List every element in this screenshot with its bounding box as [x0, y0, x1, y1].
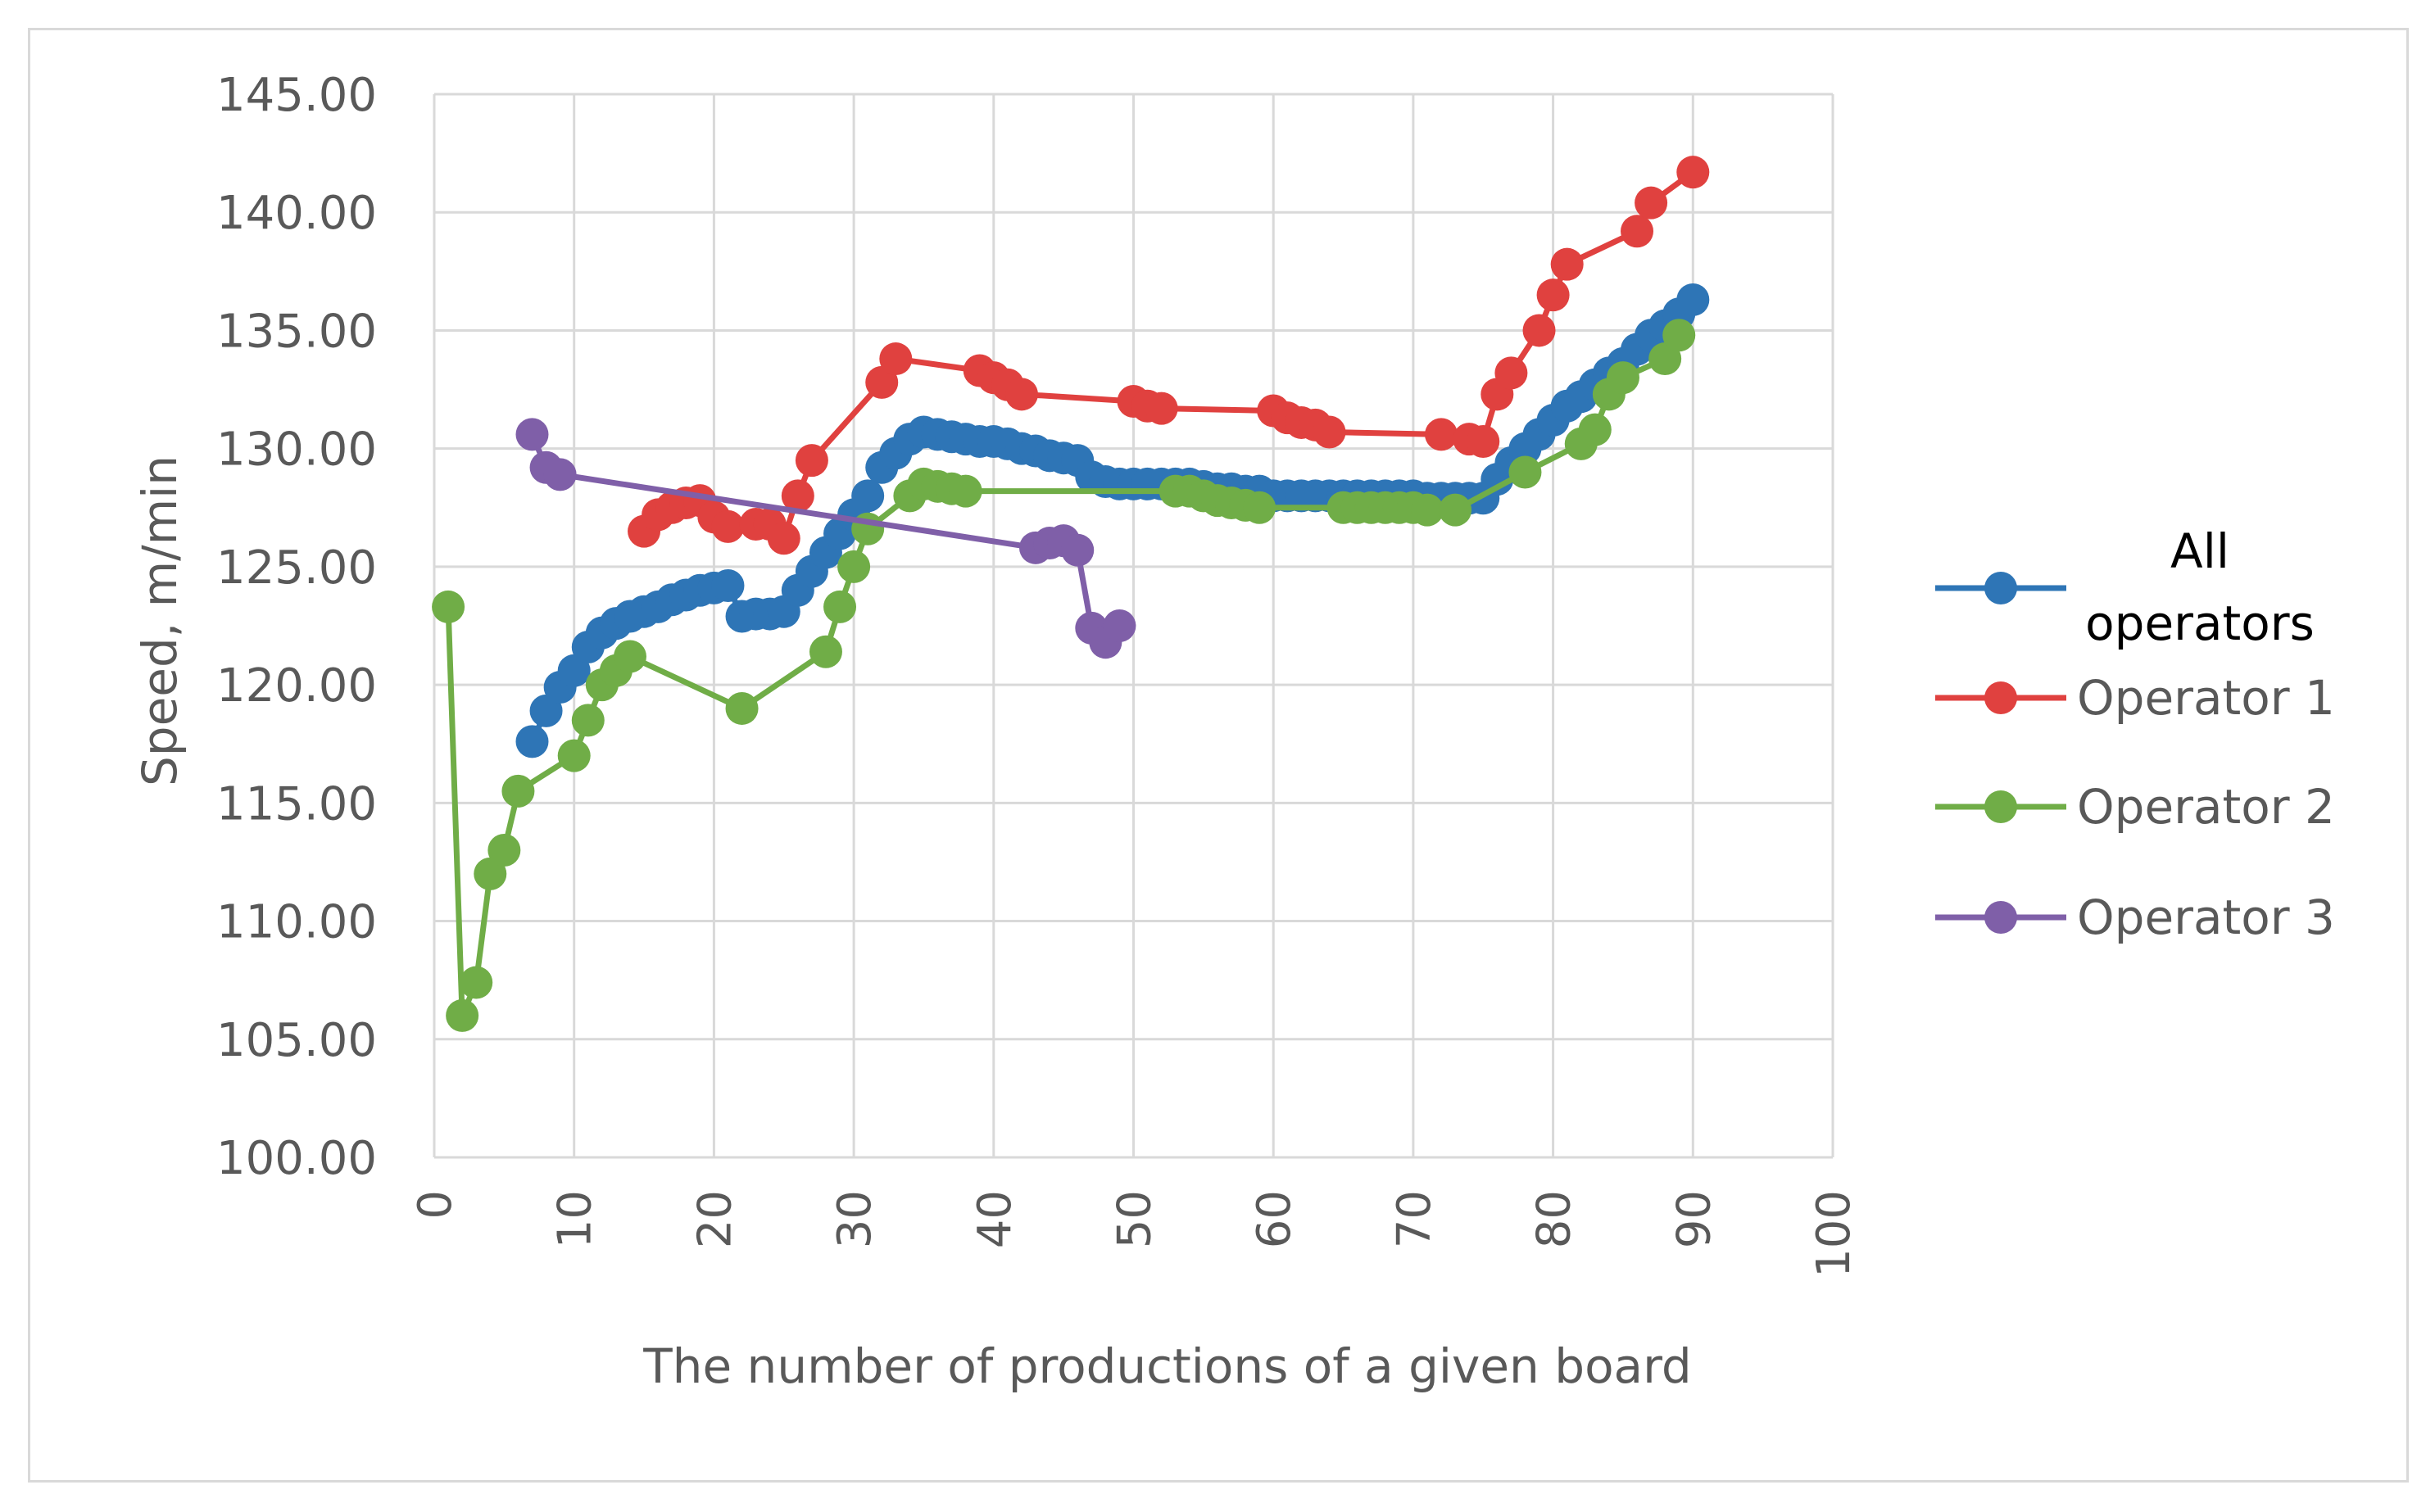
data-point: [1145, 392, 1178, 425]
data-point: [823, 590, 857, 623]
data-point: [1508, 455, 1542, 489]
data-point: [711, 509, 745, 543]
data-point: [446, 998, 479, 1032]
data-point: [1536, 278, 1570, 312]
data-point: [1467, 425, 1500, 459]
x-tick-label: 40: [968, 1190, 1022, 1248]
x-tick-label: 70: [1388, 1190, 1441, 1248]
y-tick-label: 135.00: [216, 305, 377, 358]
y-tick-label: 110.00: [216, 896, 377, 949]
series-3: [515, 418, 1136, 659]
data-point: [851, 479, 885, 513]
tick-labels: 100.00 105.00 110.00 115.00 120.00 125.00 130.…: [216, 69, 1861, 1278]
data-point: [1410, 493, 1444, 527]
data-point: [949, 474, 982, 508]
data-point: [571, 704, 605, 737]
data-point: [1621, 215, 1654, 248]
y-tick-label: 145.00: [216, 69, 377, 122]
data-point: [837, 550, 871, 583]
x-tick-label: 20: [688, 1190, 741, 1248]
data-point: [1606, 361, 1639, 395]
x-tick-label: 0: [409, 1190, 462, 1220]
legend-label: All: [2170, 523, 2229, 579]
data-point: [1522, 314, 1556, 347]
data-point: [781, 479, 814, 513]
series-1: [628, 156, 1710, 555]
x-axis-title: The number of productions of a given boa…: [642, 1338, 1691, 1394]
y-tick-label: 120.00: [216, 659, 377, 713]
series-layer: [432, 156, 1710, 1032]
data-point: [515, 725, 549, 758]
data-point: [795, 444, 828, 478]
data-point: [1676, 283, 1710, 316]
data-point: [432, 590, 465, 623]
gridlines: [433, 93, 1834, 1159]
series-2: [432, 319, 1696, 1032]
data-point: [1578, 413, 1612, 446]
data-point: [1494, 356, 1528, 390]
data-point: [865, 365, 899, 399]
data-point: [543, 458, 577, 491]
legend-marker: [1984, 901, 2017, 934]
data-point: [1313, 415, 1346, 449]
data-point: [1103, 609, 1136, 642]
legend-label: operators: [2085, 595, 2315, 651]
y-tick-label: 115.00: [216, 777, 377, 831]
data-point: [487, 834, 521, 867]
y-tick-label: 125.00: [216, 541, 377, 595]
legend-label: Operator 3: [2077, 890, 2335, 945]
data-point: [557, 654, 591, 687]
x-tick-label: 10: [549, 1190, 602, 1248]
data-point: [767, 522, 800, 555]
data-point: [1439, 493, 1472, 527]
legend-marker: [1984, 790, 2017, 823]
data-point: [711, 568, 745, 602]
y-tick-label: 100.00: [216, 1132, 377, 1185]
legend-marker: [1984, 572, 2017, 604]
x-tick-label: 50: [1109, 1190, 1162, 1248]
x-tick-label: 60: [1248, 1190, 1301, 1248]
data-point: [515, 418, 549, 451]
data-point: [1061, 533, 1095, 567]
data-point: [501, 774, 535, 808]
x-tick-label: 100: [1807, 1190, 1861, 1278]
y-tick-label: 140.00: [216, 187, 377, 240]
data-point: [613, 640, 646, 673]
chart-frame: [28, 28, 2409, 1483]
data-point: [1243, 491, 1276, 524]
x-tick-label: 80: [1528, 1190, 1581, 1248]
legend-label: Operator 2: [2077, 779, 2335, 835]
data-point: [557, 739, 591, 772]
data-point: [1676, 156, 1710, 189]
y-tick-label: 130.00: [216, 423, 377, 477]
y-axis-title: Speed, m/min: [132, 455, 188, 786]
x-tick-label: 30: [828, 1190, 882, 1248]
x-tick-label: 90: [1667, 1190, 1721, 1248]
data-point: [1550, 247, 1584, 281]
data-point: [1635, 186, 1668, 220]
data-point: [1662, 319, 1696, 352]
data-point: [1648, 342, 1682, 376]
data-point: [879, 342, 913, 376]
y-tick-label: 105.00: [216, 1014, 377, 1067]
data-point: [1004, 378, 1038, 411]
data-point: [474, 857, 507, 890]
data-point: [1425, 418, 1458, 451]
data-point: [529, 694, 563, 727]
data-point: [460, 966, 493, 999]
legend-marker: [1984, 681, 2017, 714]
data-point: [809, 635, 842, 668]
legend: All operators Operator 1 Operator 2 Operator…: [1935, 523, 2335, 945]
data-point: [725, 691, 759, 725]
legend-label: Operator 1: [2077, 670, 2335, 726]
